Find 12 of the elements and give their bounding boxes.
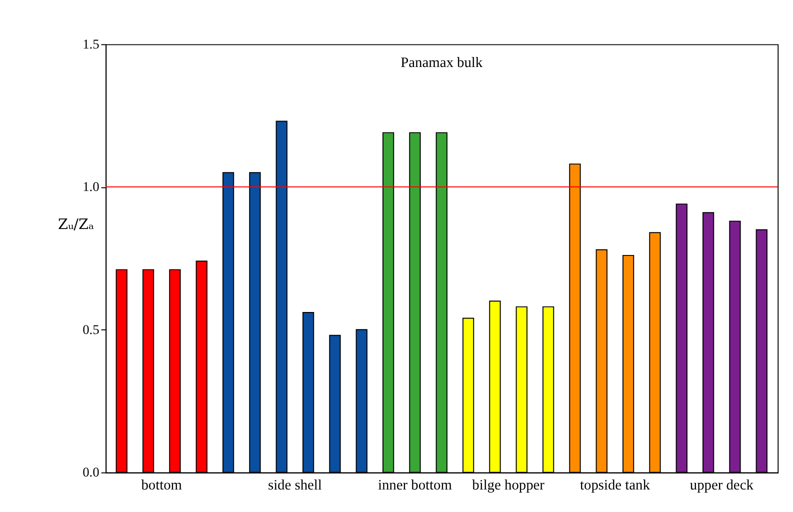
y-tick-label: 1.5 (82, 36, 100, 52)
series-label: bottom (141, 478, 182, 494)
series-label: bilge hopper (472, 478, 545, 494)
y-axis-title: Zᵤ/Zₐ (58, 216, 95, 233)
text: Panamax bulk (400, 55, 484, 72)
y-tick-label: 0.0 (82, 464, 100, 480)
series-label: topside tank (580, 478, 651, 494)
series-label: upper deck (690, 478, 754, 494)
y-tick-label: 1.0 (82, 179, 100, 194)
y-tick-label: 0.5 (82, 322, 100, 337)
series-label: side shell (268, 478, 322, 494)
series-label: inner bottom (378, 478, 452, 494)
